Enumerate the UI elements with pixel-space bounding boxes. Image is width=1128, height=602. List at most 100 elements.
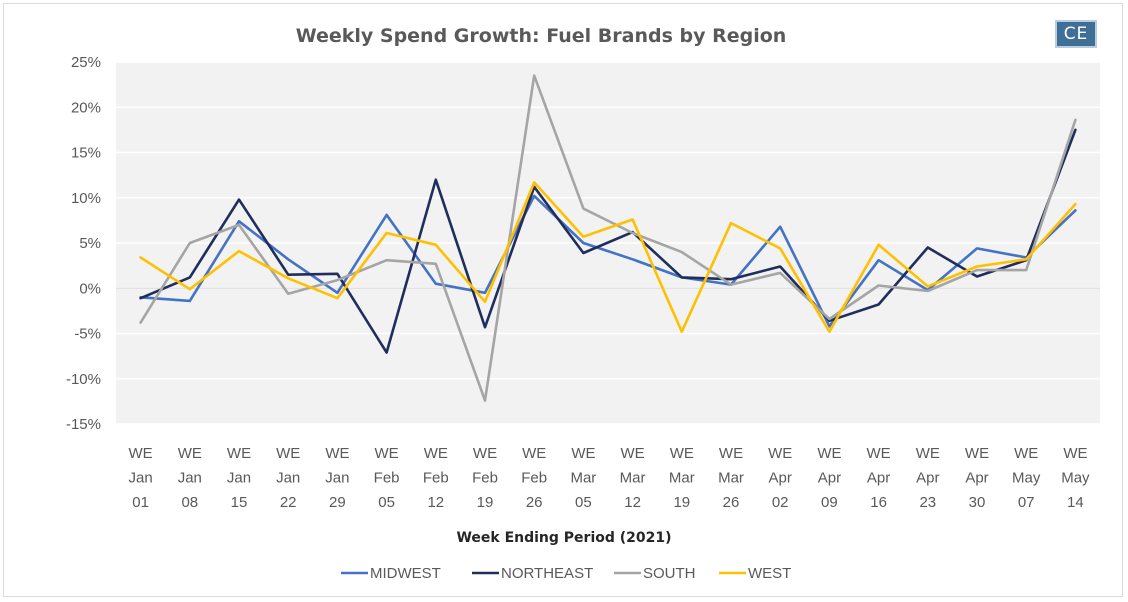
x-tick-label-line: WE [768, 445, 792, 462]
x-tick-label-line: WE [817, 445, 841, 462]
x-tick-label-line: WE [276, 445, 300, 462]
x-axis-label: Week Ending Period (2021) [456, 530, 671, 546]
x-tick-label-line: Apr [867, 470, 890, 487]
x-tick-label-line: Apr [916, 470, 939, 487]
x-tick-label: WE Feb 05 [374, 445, 400, 511]
x-tick-label-line: 26 [526, 494, 543, 511]
x-tick-label-line: WE [1014, 445, 1038, 462]
x-tick-label-line: Feb [374, 470, 400, 487]
y-tick-label: 25% [71, 54, 101, 71]
x-tick-label-line: 05 [378, 494, 395, 511]
legend-label-northeast: NORTHEAST [501, 565, 593, 582]
y-tick-label: -15% [66, 416, 101, 433]
x-tick-label-line: Jan [227, 470, 251, 487]
x-tick-label: WE Apr 16 [867, 445, 891, 511]
x-tick-label-line: WE [424, 445, 448, 462]
x-tick-label-line: WE [375, 445, 399, 462]
x-tick-label: WE May 07 [1012, 445, 1041, 511]
x-tick-label: WE Apr 09 [817, 445, 841, 511]
x-tick-label-line: Apr [818, 470, 841, 487]
legend-label-midwest: MIDWEST [370, 565, 441, 582]
legend: MIDWEST NORTHEAST SOUTH WEST [341, 565, 791, 582]
x-tick-label-line: Feb [423, 470, 449, 487]
x-tick-label-line: 01 [132, 494, 149, 511]
x-tick-label-line: Mar [718, 470, 744, 487]
x-axis-ticks: WE Jan 01 WE Jan 08 WE Jan 15 WE Jan 22 WE Jan 29 WE Feb… [129, 445, 1091, 511]
chart-title: Weekly Spend Growth: Fuel Brands by Regi… [296, 25, 787, 47]
y-tick-label: 0% [79, 280, 101, 297]
x-tick-label-line: 30 [969, 494, 986, 511]
series-line-northeast [139, 128, 1077, 354]
x-tick-label-line: 09 [821, 494, 838, 511]
x-tick-label-line: 29 [329, 494, 346, 511]
x-tick-label-line: WE [719, 445, 743, 462]
series-line-west [139, 181, 1077, 334]
x-tick-label-line: WE [670, 445, 694, 462]
x-tick-label-line: 22 [280, 494, 297, 511]
x-tick-label: WE Apr 30 [965, 445, 989, 511]
x-tick-label-line: Feb [521, 470, 547, 487]
x-tick-label-line: WE [325, 445, 349, 462]
x-tick-label-line: Jan [325, 470, 349, 487]
x-tick-label: WE May 14 [1061, 445, 1090, 511]
x-tick-label-line: 16 [870, 494, 887, 511]
x-tick-label: WE Jan 29 [325, 445, 349, 511]
x-tick-label-line: 05 [575, 494, 592, 511]
x-tick-label: WE Mar 05 [570, 445, 596, 511]
series-line-south [139, 74, 1077, 402]
x-tick-label: WE Feb 19 [472, 445, 498, 511]
x-tick-label-line: WE [867, 445, 891, 462]
x-tick-label-line: WE [571, 445, 595, 462]
x-tick-label-line: 12 [427, 494, 444, 511]
y-tick-label: 15% [71, 145, 101, 162]
x-tick-label-line: Jan [129, 470, 153, 487]
y-tick-label: -10% [66, 371, 101, 388]
x-tick-label: WE Jan 08 [178, 445, 202, 511]
x-tick-label: WE Mar 12 [620, 445, 646, 511]
x-tick-label-line: 15 [231, 494, 248, 511]
y-tick-label: 10% [71, 190, 101, 207]
x-tick-label-line: Mar [570, 470, 596, 487]
x-tick-label: WE Feb 12 [423, 445, 449, 511]
y-axis-ticks: 25% 20% 15% 10% 5% 0% -5% -10% -15% [66, 54, 101, 433]
y-tick-label: 20% [71, 99, 101, 116]
x-tick-label-line: WE [965, 445, 989, 462]
legend-label-south: SOUTH [643, 565, 696, 582]
series-lines [139, 74, 1077, 402]
x-tick-label-line: WE [522, 445, 546, 462]
x-tick-label: WE Apr 02 [768, 445, 792, 511]
x-tick-label-line: Apr [965, 470, 988, 487]
x-tick-label-line: 02 [772, 494, 789, 511]
y-tick-label: -5% [74, 326, 101, 343]
x-tick-label-line: 12 [624, 494, 641, 511]
x-tick-label-line: May [1012, 470, 1041, 487]
x-tick-label-line: WE [621, 445, 645, 462]
x-tick-label-line: WE [178, 445, 202, 462]
x-tick-label: WE Mar 19 [669, 445, 695, 511]
x-tick-label: WE Jan 22 [276, 445, 300, 511]
legend-label-west: WEST [748, 565, 791, 582]
x-tick-label-line: Mar [669, 470, 695, 487]
x-tick-label-line: WE [129, 445, 153, 462]
x-tick-label-line: WE [473, 445, 497, 462]
x-tick-label: WE Jan 01 [129, 445, 153, 511]
ce-logo: CE [1055, 20, 1097, 48]
x-tick-label: WE Feb 26 [521, 445, 547, 511]
x-tick-label-line: WE [1063, 445, 1087, 462]
x-tick-label-line: WE [227, 445, 251, 462]
x-tick-label-line: 14 [1067, 494, 1084, 511]
x-tick-label-line: 23 [919, 494, 936, 511]
x-tick-label-line: Mar [620, 470, 646, 487]
x-tick-label-line: WE [916, 445, 940, 462]
x-tick-label-line: Jan [276, 470, 300, 487]
x-tick-label: WE Mar 26 [718, 445, 744, 511]
x-tick-label-line: Feb [472, 470, 498, 487]
y-tick-label: 5% [79, 235, 101, 252]
x-tick-label: WE Jan 15 [227, 445, 251, 511]
x-tick-label-line: May [1061, 470, 1090, 487]
x-tick-label-line: 26 [723, 494, 740, 511]
x-tick-label: WE Apr 23 [916, 445, 940, 511]
series-line-midwest [139, 194, 1077, 328]
x-tick-label-line: 19 [673, 494, 690, 511]
